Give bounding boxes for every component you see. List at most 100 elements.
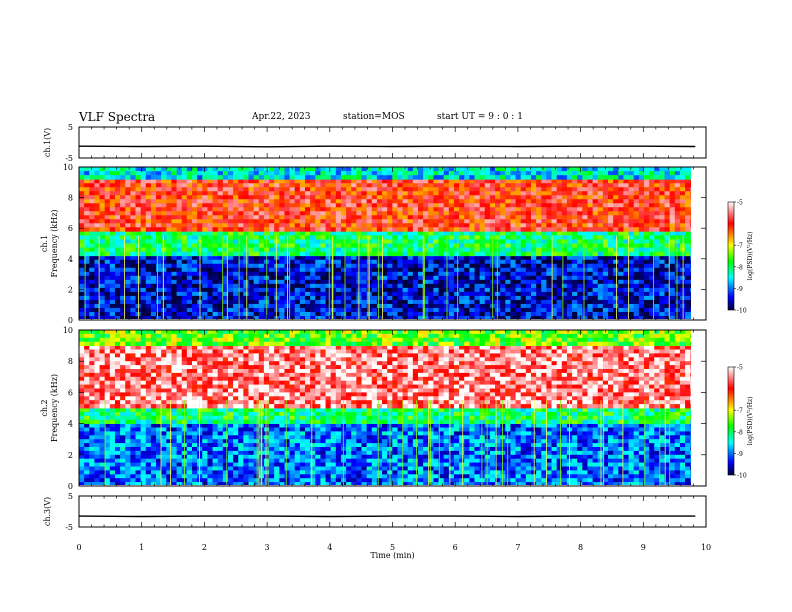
spectrogram-cell (238, 219, 244, 224)
spectrogram-cell (592, 239, 599, 244)
spectrogram-cell (99, 203, 106, 208)
spectrogram-cell (556, 243, 563, 248)
spectrogram-cell (186, 307, 193, 313)
spectrogram-cell (274, 171, 280, 176)
spectrogram-cell (166, 315, 172, 319)
spectrogram-cell (417, 287, 424, 293)
spectrogram-cell (94, 255, 100, 261)
spectrogram-cell (541, 275, 547, 281)
spectrogram-cell (371, 171, 378, 176)
spectrogram-cell (263, 427, 270, 432)
spectrogram-cell (536, 247, 542, 253)
spectrogram-cell (371, 239, 378, 244)
spectrogram-cell (510, 183, 516, 188)
spectrogram-cell (289, 199, 296, 204)
spectrogram-cell (325, 423, 332, 428)
spectrogram-cell (474, 175, 481, 180)
spectrogram-cell (613, 203, 619, 208)
spectrogram-cell (346, 247, 352, 253)
spectrogram-cell (166, 435, 172, 440)
spectrogram-cell (181, 267, 188, 273)
spectrogram-cell (197, 435, 203, 440)
spectrogram-cell (397, 431, 403, 436)
spectrogram-cell (597, 279, 604, 285)
spectrogram-cell (263, 167, 270, 172)
spectrogram-cell (89, 271, 95, 277)
spectrogram-cell (546, 267, 552, 273)
spectrogram-cell (464, 427, 470, 432)
spectrogram-cell (505, 279, 511, 285)
spectrogram-cell (541, 167, 547, 172)
spectrogram-cell (530, 287, 537, 293)
spectrogram-cell (202, 291, 208, 297)
spectrogram-cell (674, 187, 681, 192)
spectrogram-cell (109, 263, 116, 269)
spectrogram-cell (690, 215, 691, 220)
spectrogram-cell (222, 227, 229, 232)
spectrogram-cell (181, 231, 188, 236)
spectrogram-cell (659, 199, 665, 204)
spectrogram-cell (346, 287, 352, 293)
spectrogram-cell (520, 187, 527, 192)
spectrogram-cell (392, 287, 398, 293)
spectrogram-cell (561, 223, 568, 228)
spectrogram-cell (438, 275, 445, 281)
spectrogram-cell (233, 179, 239, 184)
spectrogram-cell (582, 307, 588, 313)
spectrogram-cell (536, 203, 542, 208)
spectrogram-cell (443, 427, 450, 432)
spectrogram-cell (330, 199, 337, 204)
spectrogram-cell (253, 247, 260, 253)
spectrogram-cell (561, 187, 568, 192)
spectrogram-cell (114, 255, 121, 261)
spectrogram-cell (166, 167, 172, 172)
spectrogram-cell (489, 175, 496, 180)
spectrogram-cell (299, 275, 306, 281)
spectrogram-cell (387, 311, 393, 317)
spectrogram-cell (613, 167, 619, 172)
spectrogram-cell (125, 247, 131, 253)
spectrogram-cell (495, 259, 501, 265)
spectrogram-cell (438, 239, 445, 244)
spectrogram-cell (274, 303, 280, 309)
spectrogram-cell (623, 199, 629, 204)
spectrogram-cell (479, 211, 486, 216)
spectrogram-cell (541, 283, 547, 289)
spectrogram-cell (469, 267, 475, 273)
spectrogram-cell (392, 207, 398, 212)
spectrogram-cell (561, 219, 568, 224)
spectrogram-cell (690, 251, 691, 257)
spectrogram-cell (685, 299, 691, 305)
spectrogram-cell (428, 423, 434, 428)
spectrogram-cell (387, 223, 393, 228)
spectrogram-cell (192, 187, 198, 192)
spectrogram-cell (572, 227, 578, 232)
spectrogram-cell (202, 191, 208, 196)
spectrogram-cell (556, 307, 563, 313)
spectrogram-cell (382, 255, 388, 261)
spectrogram-cell (114, 223, 121, 228)
spectrogram-cell (217, 255, 224, 261)
spectrogram-cell (99, 219, 106, 224)
spectrogram-cell (613, 191, 619, 196)
spectrogram-cell (618, 235, 624, 240)
spectrogram-cell (546, 175, 552, 180)
spectrogram-cell (233, 243, 239, 248)
spectrogram-cell (222, 235, 229, 240)
spectrogram-cell (202, 287, 208, 293)
spectrogram-cell (685, 223, 691, 228)
spectrogram-cell (376, 179, 383, 184)
spectrogram-cell (638, 223, 645, 228)
spectrogram-cell (140, 263, 147, 269)
spectrogram-cell (145, 435, 152, 440)
spectrogram-cell (541, 255, 547, 261)
spectrogram-cell (459, 291, 465, 297)
spectrogram-cell (89, 175, 95, 180)
spectrogram-cell (387, 303, 393, 309)
spectrogram-cell (417, 203, 424, 208)
spectrogram-cell (351, 239, 357, 244)
spectrogram-cell (402, 219, 409, 224)
spectrogram-cell (443, 315, 450, 319)
spectrogram-cell (551, 183, 558, 188)
spectrogram-cell (510, 303, 516, 309)
